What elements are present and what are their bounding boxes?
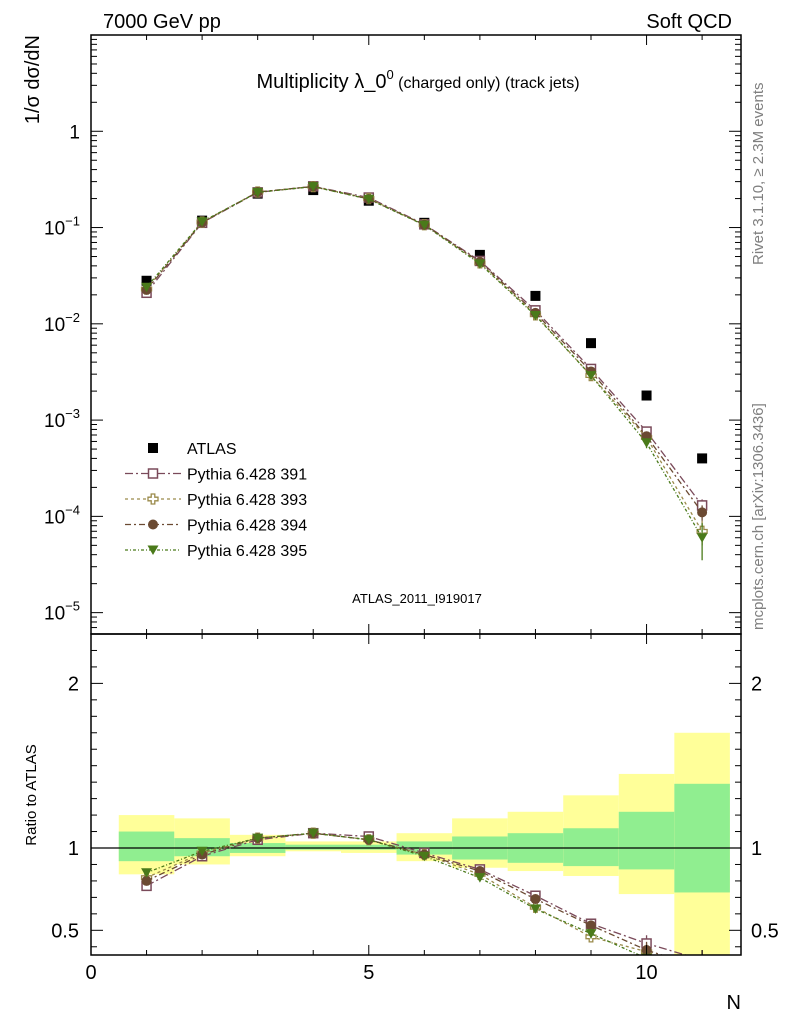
main-y-tick-label: 1 bbox=[69, 122, 80, 143]
ratio-x-tick-label: 10 bbox=[635, 962, 657, 984]
main-data-point bbox=[641, 438, 653, 448]
main-data-point bbox=[529, 311, 541, 321]
legend-label: Pythia 6.428 394 bbox=[187, 518, 307, 535]
ratio-data-point bbox=[141, 868, 153, 878]
ratio-green-band bbox=[618, 811, 675, 870]
legend-marker bbox=[147, 493, 159, 505]
main-data-point bbox=[586, 338, 596, 349]
ratio-data-point bbox=[697, 963, 707, 973]
x-axis-label: N bbox=[727, 992, 741, 1014]
ratio-data-point bbox=[697, 978, 707, 988]
main-data-point bbox=[474, 249, 485, 260]
legend-entry: Pythia 6.428 391 bbox=[125, 467, 307, 484]
main-panel: 1 10−1 10−2 10−3 10−4 10−5 Multiplicity λ_00 … bbox=[22, 34, 742, 635]
ratio-series-line bbox=[146, 832, 641, 955]
analysis-watermark: ATLAS_2011_I919017 bbox=[352, 591, 482, 606]
legend-label: Pythia 6.428 395 bbox=[187, 543, 307, 560]
main-data-point bbox=[363, 194, 375, 205]
main-data-point bbox=[141, 282, 153, 293]
ratio-y-tick-label-right: 0.5 bbox=[751, 920, 779, 942]
legend-marker bbox=[148, 443, 158, 453]
main-series-1 bbox=[141, 181, 708, 513]
main-data-point bbox=[307, 182, 319, 192]
ratio-data-point bbox=[252, 833, 264, 844]
main-series-line bbox=[146, 185, 703, 513]
ratio-data-point bbox=[696, 954, 708, 955]
ratio-data-point bbox=[196, 846, 208, 857]
ratio-data-point bbox=[530, 894, 541, 905]
ratio-y-tick-label: 1 bbox=[68, 838, 79, 860]
legend-entry: Pythia 6.428 393 bbox=[125, 492, 307, 509]
energy-label: 7000 GeV pp bbox=[103, 11, 221, 33]
ratio-data-point bbox=[474, 873, 486, 883]
ratio-series-line bbox=[146, 832, 664, 955]
main-series-line bbox=[146, 185, 703, 539]
ratio-data-point bbox=[585, 929, 597, 939]
ratio-data-point bbox=[418, 851, 430, 862]
main-y-tick-label: 10−4 bbox=[44, 502, 80, 528]
main-y-tick-label: 10−3 bbox=[44, 406, 80, 432]
ratio-data-point bbox=[529, 904, 541, 914]
ratio-data-point bbox=[363, 835, 375, 845]
ratio-data-point bbox=[307, 828, 319, 839]
legend-label: ATLAS bbox=[187, 441, 237, 458]
main-data-point bbox=[696, 533, 708, 543]
main-y-tick-label: 10−1 bbox=[44, 214, 80, 240]
legend-label: Pythia 6.428 393 bbox=[187, 492, 307, 509]
main-data-point bbox=[196, 217, 208, 227]
ratio-green-band bbox=[563, 828, 619, 867]
main-data-point bbox=[585, 371, 597, 381]
main-data-point bbox=[697, 507, 708, 518]
legend-entry: ATLAS bbox=[148, 441, 237, 458]
legend: ATLAS Pythia 6.428 391 Pythia 6.428 393 Pyt… bbox=[125, 441, 307, 560]
main-y-axis-label: 1/σ dσ/dN bbox=[22, 35, 44, 124]
ratio-data-point bbox=[141, 875, 152, 886]
legend-label: Pythia 6.428 391 bbox=[187, 467, 307, 484]
ratio-green-band bbox=[118, 831, 175, 862]
ratio-data-point bbox=[586, 920, 596, 931]
main-data-point bbox=[252, 187, 264, 198]
ratio-data-point bbox=[697, 983, 708, 993]
ratio-y-tick-label-right: 1 bbox=[751, 838, 762, 860]
ratio-y-tick-label: 2 bbox=[68, 673, 79, 695]
mcplots-source-label: mcplots.cern.ch [arXiv:1306.3436] bbox=[750, 403, 767, 630]
main-data-point bbox=[474, 259, 486, 269]
main-y-tick-label: 10−5 bbox=[44, 599, 80, 625]
legend-marker bbox=[147, 468, 159, 479]
ratio-panel-frame bbox=[90, 633, 742, 956]
ratio-panel: 0 5 10 0.5 0.5 1 1 2 2 Ratio to ATLAS N bbox=[23, 633, 779, 1014]
ratio-x-tick-label: 5 bbox=[363, 962, 374, 984]
ratio-series-3 bbox=[141, 828, 708, 993]
legend-marker bbox=[148, 519, 158, 530]
category-label: Soft QCD bbox=[646, 11, 732, 33]
main-title: Multiplicity λ_00 (charged only) (track … bbox=[256, 67, 579, 93]
main-data-point bbox=[418, 220, 430, 231]
ratio-y-tick-label-right: 2 bbox=[751, 673, 762, 695]
main-data-point bbox=[697, 453, 708, 464]
main-y-tick-label: 10−2 bbox=[44, 310, 80, 336]
legend-entry: Pythia 6.428 395 bbox=[125, 543, 307, 560]
ratio-y-axis-label: Ratio to ATLAS bbox=[23, 744, 40, 845]
rivet-version-label: Rivet 3.1.10, ≥ 2.3M events bbox=[750, 83, 767, 266]
ratio-green-band bbox=[674, 783, 730, 893]
ratio-green-band bbox=[285, 844, 341, 850]
main-data-point bbox=[141, 275, 152, 286]
ratio-green-band bbox=[341, 844, 397, 850]
main-series-2 bbox=[140, 180, 708, 546]
legend-entry: Pythia 6.428 394 bbox=[125, 518, 307, 535]
ratio-x-tick-label: 0 bbox=[85, 962, 96, 984]
legend-marker bbox=[147, 545, 159, 555]
main-data-point bbox=[530, 290, 541, 301]
main-data-point bbox=[641, 390, 652, 401]
main-series-4 bbox=[141, 182, 708, 561]
ratio-y-tick-label: 0.5 bbox=[51, 920, 79, 942]
